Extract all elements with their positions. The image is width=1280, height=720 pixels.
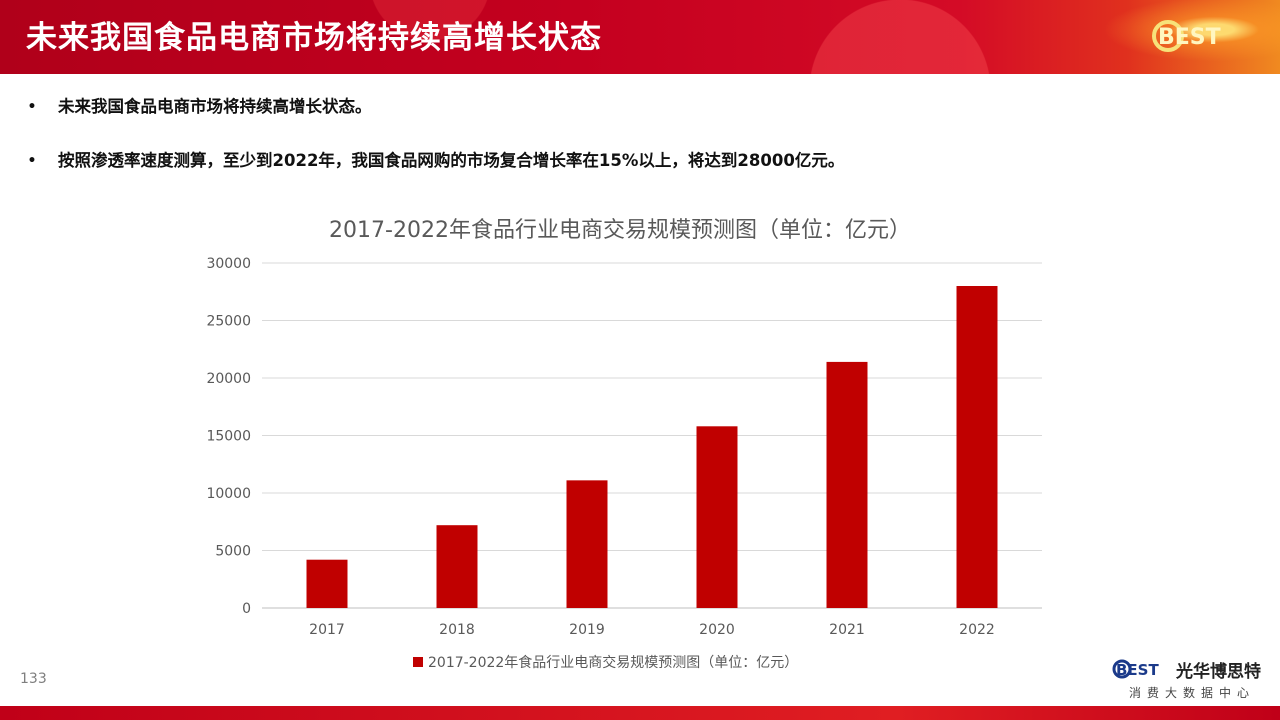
logo-text: BEST: [1158, 25, 1221, 50]
bullet-item: • 未来我国食品电商市场将持续高增长状态。: [26, 93, 844, 121]
bar: [566, 480, 608, 608]
brand-name: 光华博思特: [1176, 662, 1261, 682]
bar: [306, 559, 348, 608]
bullet-dot: •: [27, 99, 37, 115]
brand-tagline: 消费大数据中心: [1129, 686, 1256, 700]
x-tick-label: 2018: [439, 622, 475, 638]
x-tick-label: 2021: [829, 622, 865, 638]
legend-label: 2017-2022年食品行业电商交易规模预测图（单位：亿元）: [428, 654, 798, 671]
best-logo-top: BEST: [1152, 20, 1221, 52]
x-tick-label: 2020: [699, 622, 735, 638]
bullet-item: • 按照渗透率速度测算，至少到2022年，我国食品网购的市场复合增长率在15%以…: [26, 147, 845, 175]
y-tick-label: 5000: [215, 544, 251, 560]
y-tick-label: 10000: [206, 486, 251, 502]
x-tick-label: 2017: [309, 622, 345, 638]
brand-logo-text: BEST: [1116, 661, 1159, 679]
chart-title: 2017-2022年食品行业电商交易规模预测图（单位：亿元）: [329, 218, 911, 243]
legend-swatch: [413, 657, 423, 667]
page-title: 未来我国食品电商市场将持续高增长状态: [26, 20, 602, 56]
bullet-dot: •: [27, 153, 37, 169]
bar: [956, 286, 998, 608]
bullet-text: 按照渗透率速度测算，至少到2022年，我国食品网购的市场复合增长率在15%以上，…: [58, 151, 845, 170]
header-glow: [1060, 0, 1280, 74]
bullet-text: 未来我国食品电商市场将持续高增长状态。: [58, 97, 372, 116]
y-tick-label: 15000: [206, 429, 251, 445]
x-tick-label: 2019: [569, 622, 605, 638]
y-tick-label: 20000: [206, 371, 251, 387]
page-number: 133: [20, 671, 47, 687]
bar: [436, 525, 478, 608]
footer-bar: [0, 706, 1280, 720]
brand-logo: BEST: [1112, 659, 1159, 679]
header-banner: 未来我国食品电商市场将持续高增长状态 BEST: [0, 0, 1280, 74]
bar: [826, 361, 868, 608]
x-tick-label: 2022: [959, 622, 995, 638]
bullet-list: • 未来我国食品电商市场将持续高增长状态。 • 按照渗透率速度测算，至少到202…: [26, 93, 845, 201]
bar: [696, 426, 738, 608]
y-tick-label: 25000: [206, 314, 251, 330]
y-tick-label: 0: [242, 601, 251, 617]
y-tick-label: 30000: [206, 256, 251, 272]
